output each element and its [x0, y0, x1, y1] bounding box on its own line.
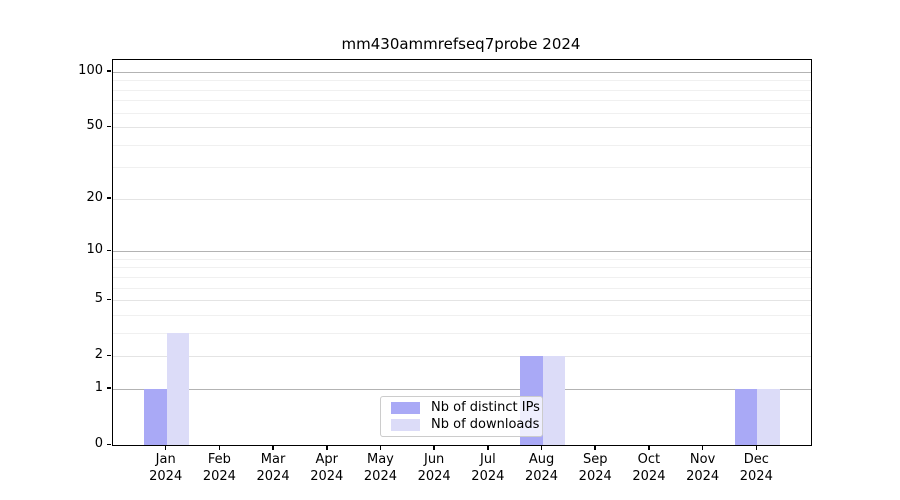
plot-area	[112, 59, 812, 446]
x-tick-label: Aug 2024	[524, 452, 559, 484]
x-tick-mark	[648, 445, 650, 450]
minor-gridline	[113, 100, 811, 102]
x-tick-label: Feb 2024	[202, 452, 236, 484]
chart-title: mm430ammrefseq7probe 2024	[341, 35, 581, 53]
minor-gridline	[113, 80, 811, 82]
minor-gridline	[113, 276, 811, 278]
x-tick-label: Mar 2024	[256, 452, 290, 484]
x-tick-mark	[594, 445, 596, 450]
legend-swatch	[391, 402, 420, 414]
legend: Nb of distinct IPs Nb of downloads	[380, 396, 543, 437]
bar-distinct-ips	[734, 388, 758, 445]
minor-gridline	[113, 144, 811, 146]
x-tick-label: Jan 2024	[149, 452, 183, 484]
x-tick-mark	[701, 445, 704, 450]
minor-gridline	[113, 89, 811, 91]
minor-gridline	[113, 112, 811, 114]
y-tick-label: 1	[94, 379, 103, 395]
x-tick-mark	[326, 445, 328, 450]
y-tick-label: 10	[86, 242, 103, 258]
x-tick-mark	[487, 445, 489, 450]
x-tick-label: May 2024	[363, 452, 397, 484]
x-tick-mark	[755, 445, 758, 450]
y-tick-mark	[107, 70, 111, 72]
minor-gridline	[113, 314, 811, 316]
x-tick-mark	[272, 445, 274, 450]
bar-downloads	[542, 356, 566, 445]
x-tick-label: Jun 2024	[417, 452, 451, 484]
y-tick-mark	[107, 125, 111, 128]
major-gridline	[113, 251, 811, 253]
minor-gridline	[113, 267, 811, 269]
bar-downloads	[757, 388, 780, 445]
major-gridline	[113, 198, 811, 200]
major-gridline	[113, 71, 811, 73]
y-tick-mark	[107, 387, 111, 389]
legend-label: Nb of downloads	[431, 417, 540, 432]
legend-swatch	[391, 419, 420, 431]
y-tick-mark	[107, 197, 111, 199]
y-tick-mark	[107, 249, 111, 252]
y-tick-label: 0	[94, 436, 103, 451]
major-gridline	[113, 356, 811, 358]
x-tick-label: Dec 2024	[739, 452, 773, 484]
minor-gridline	[113, 167, 811, 169]
x-tick-mark	[433, 445, 435, 450]
x-tick-label: Jul 2024	[471, 452, 505, 484]
legend-label: Nb of distinct IPs	[431, 400, 540, 415]
major-gridline	[113, 300, 811, 302]
minor-gridline	[113, 258, 811, 260]
x-tick-mark	[218, 445, 221, 450]
y-tick-mark	[107, 298, 111, 301]
x-tick-label: Nov 2024	[686, 452, 720, 484]
y-tick-mark	[107, 443, 111, 445]
y-tick-mark	[107, 354, 111, 357]
y-tick-label: 2	[94, 347, 103, 363]
minor-gridline	[113, 287, 811, 289]
y-tick-label: 5	[94, 291, 103, 307]
x-tick-label: Oct 2024	[632, 452, 666, 484]
y-tick-label: 50	[86, 118, 103, 134]
y-tick-label: 100	[78, 62, 103, 78]
legend-row: Nb of downloads	[391, 418, 539, 432]
x-tick-label: Sep 2024	[578, 452, 612, 484]
x-tick-label: Apr 2024	[310, 452, 344, 484]
bar-downloads	[166, 332, 190, 445]
x-tick-mark	[379, 445, 382, 450]
bar-distinct-ips	[144, 388, 167, 445]
major-gridline	[113, 388, 811, 390]
x-tick-mark	[540, 445, 543, 450]
legend-row: Nb of distinct IPs	[391, 401, 540, 415]
x-tick-mark	[164, 445, 167, 450]
major-gridline	[113, 127, 811, 129]
minor-gridline	[113, 332, 811, 334]
y-tick-label: 20	[86, 189, 103, 205]
